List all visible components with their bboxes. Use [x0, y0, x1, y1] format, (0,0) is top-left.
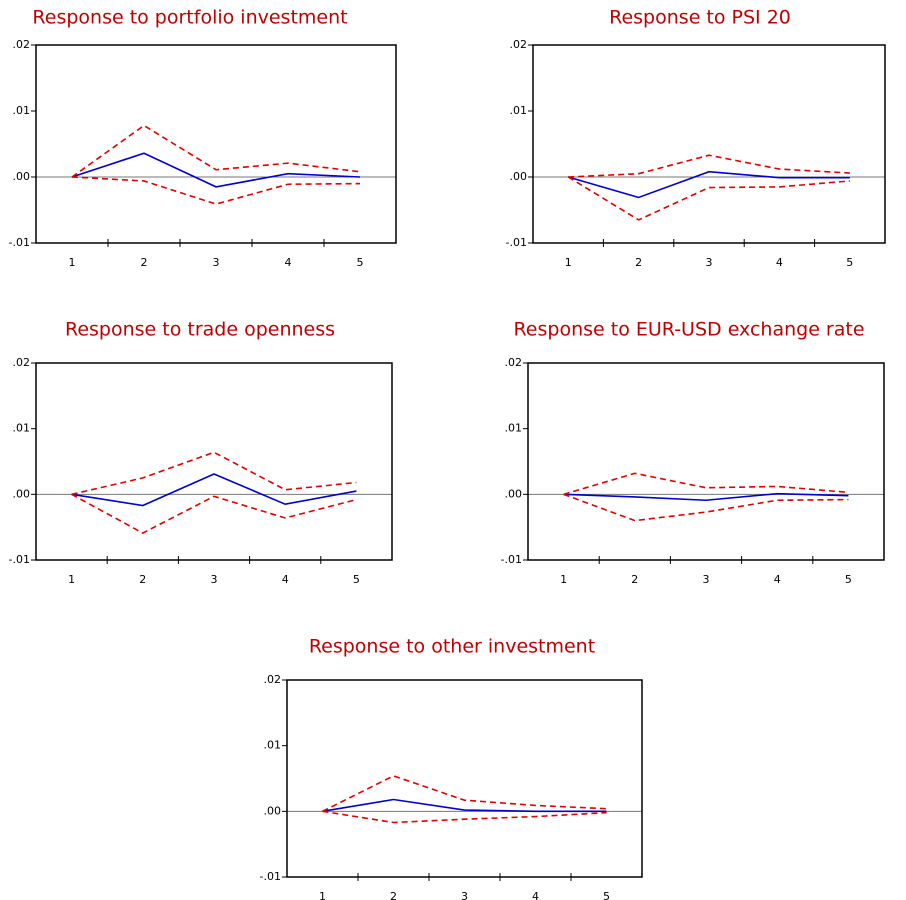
plot-frame — [532, 44, 886, 244]
y-tick-label: .01 — [13, 422, 31, 435]
response-line — [568, 154, 850, 178]
y-tick-label: .00 — [505, 487, 523, 500]
y-tick-label: .02 — [13, 38, 31, 51]
y-tick-label: -.01 — [260, 870, 281, 883]
response-line — [567, 170, 850, 199]
x-tick-label: 2 — [635, 256, 642, 269]
y-tick-label: .00 — [264, 804, 282, 817]
plot-frame — [35, 362, 393, 561]
y-tick-label: .02 — [13, 356, 31, 369]
x-tick-label: 2 — [631, 573, 638, 586]
chart-title: Response to PSI 20 — [609, 7, 791, 29]
x-tick-label: 3 — [703, 573, 710, 586]
y-tick-label: -.01 — [9, 553, 30, 566]
response-line — [71, 176, 361, 205]
y-tick-label: -.01 — [9, 236, 30, 249]
y-tick-label: .00 — [13, 170, 31, 183]
x-tick-label: 3 — [706, 256, 713, 269]
y-tick-label: .01 — [13, 104, 31, 117]
x-tick-label: 5 — [846, 256, 853, 269]
chart-title: Response to trade openness — [65, 319, 335, 341]
y-tick-label: .00 — [510, 170, 528, 183]
x-tick-label: 5 — [603, 890, 610, 900]
plot-frame — [286, 679, 643, 878]
x-tick-label: 4 — [776, 256, 783, 269]
response-line — [71, 473, 357, 507]
x-tick-label: 1 — [68, 573, 75, 586]
x-tick-label: 4 — [282, 573, 289, 586]
response-line — [322, 775, 607, 813]
x-tick-label: 3 — [211, 573, 218, 586]
chart-title: Response to EUR-USD exchange rate — [513, 319, 864, 341]
y-tick-label: .02 — [505, 356, 523, 369]
x-tick-label: 2 — [141, 256, 148, 269]
response-line — [322, 798, 607, 813]
x-tick-label: 1 — [565, 256, 572, 269]
x-tick-label: 3 — [461, 890, 468, 900]
response-line — [322, 810, 607, 824]
response-line — [71, 451, 357, 496]
response-line — [563, 492, 849, 502]
x-tick-label: 5 — [845, 573, 852, 586]
response-line — [71, 493, 357, 534]
y-tick-label: .01 — [510, 104, 528, 117]
response-line — [567, 176, 850, 221]
y-tick-label: -.01 — [506, 236, 527, 249]
x-tick-label: 3 — [213, 256, 220, 269]
y-tick-label: -.01 — [501, 553, 522, 566]
x-tick-label: 5 — [357, 256, 364, 269]
y-tick-label: .01 — [264, 739, 282, 752]
y-tick-label: .02 — [264, 673, 282, 686]
y-tick-label: .01 — [505, 422, 523, 435]
chart-title: Response to portfolio investment — [32, 7, 347, 29]
x-tick-label: 1 — [560, 573, 567, 586]
plot-frame — [35, 44, 397, 244]
y-tick-label: .02 — [510, 38, 528, 51]
y-tick-label: .00 — [13, 487, 31, 500]
chart-title: Response to other investment — [309, 636, 595, 658]
x-tick-label: 4 — [532, 890, 539, 900]
response-line — [563, 472, 849, 496]
x-tick-label: 1 — [69, 256, 76, 269]
response-line — [563, 493, 849, 522]
x-tick-label: 2 — [390, 890, 397, 900]
x-tick-label: 5 — [353, 573, 360, 586]
response-line — [71, 152, 361, 188]
response-line — [71, 124, 361, 178]
plot-frame — [527, 362, 885, 561]
x-tick-label: 4 — [774, 573, 781, 586]
x-tick-label: 1 — [319, 890, 326, 900]
x-tick-label: 2 — [139, 573, 146, 586]
x-tick-label: 4 — [285, 256, 292, 269]
